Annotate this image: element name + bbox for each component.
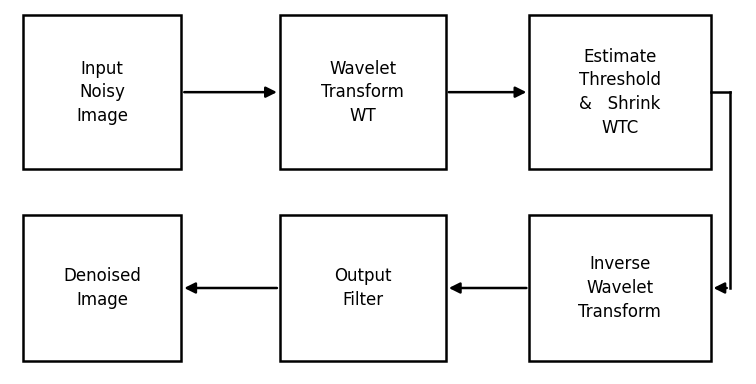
Text: Denoised
Image: Denoised Image	[63, 267, 141, 309]
Text: Output
Filter: Output Filter	[334, 267, 392, 309]
FancyBboxPatch shape	[280, 15, 446, 169]
FancyBboxPatch shape	[529, 15, 711, 169]
FancyBboxPatch shape	[280, 215, 446, 361]
Text: Estimate
Threshold
&   Shrink
WTC: Estimate Threshold & Shrink WTC	[579, 48, 661, 137]
FancyBboxPatch shape	[23, 215, 181, 361]
FancyBboxPatch shape	[23, 15, 181, 169]
Text: Inverse
Wavelet
Transform: Inverse Wavelet Transform	[578, 255, 662, 321]
Text: Input
Noisy
Image: Input Noisy Image	[76, 60, 128, 125]
Text: Wavelet
Transform
WT: Wavelet Transform WT	[321, 60, 404, 125]
FancyBboxPatch shape	[529, 215, 711, 361]
